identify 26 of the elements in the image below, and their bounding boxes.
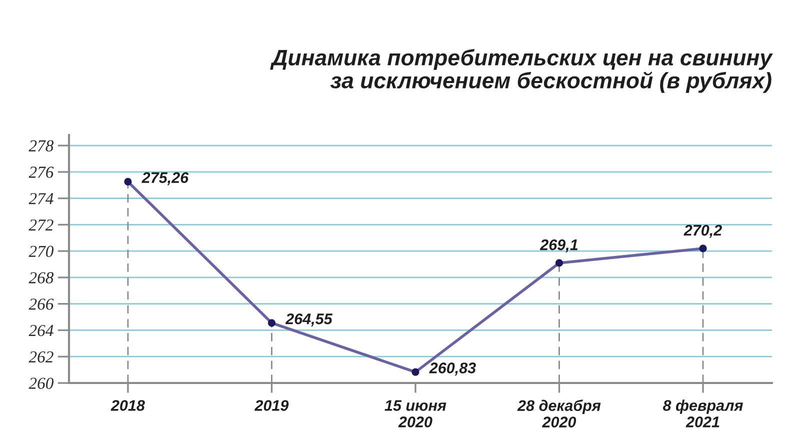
data-label: 275,26 [142,172,189,186]
y-tick-label: 270 [28,246,54,258]
y-tick-label: 272 [28,219,54,230]
data-label: 260,83 [429,362,476,376]
y-tick-label: 262 [28,351,54,363]
point [699,244,707,252]
point [268,319,276,327]
x-tick-label: 2018 [110,400,145,411]
data-label: 264,55 [285,313,332,327]
x-tick-label: 8 февраля 2021 [662,400,743,428]
point [412,368,420,376]
y-tick-label: 260 [28,378,54,389]
y-tick-label: 266 [28,298,54,310]
x-tick-label: 15 июня 2020 [384,400,446,428]
data-label: 269,1 [540,239,578,252]
y-tick-label: 278 [28,140,54,152]
y-tick-label: 268 [28,272,54,284]
y-tick-label: 274 [28,193,54,204]
y-tick-label: 264 [28,324,54,336]
x-tick-label: 2019 [254,400,289,411]
point [555,259,564,267]
point [124,178,132,186]
chart-title: Динамика потребительских цен на свинину за исключением бескостной (в рублях) [270,49,773,93]
y-tick-label: 276 [28,166,54,178]
x-tick-label: 28 декабря 2020 [517,400,601,428]
data-label: 270,2 [684,224,722,238]
